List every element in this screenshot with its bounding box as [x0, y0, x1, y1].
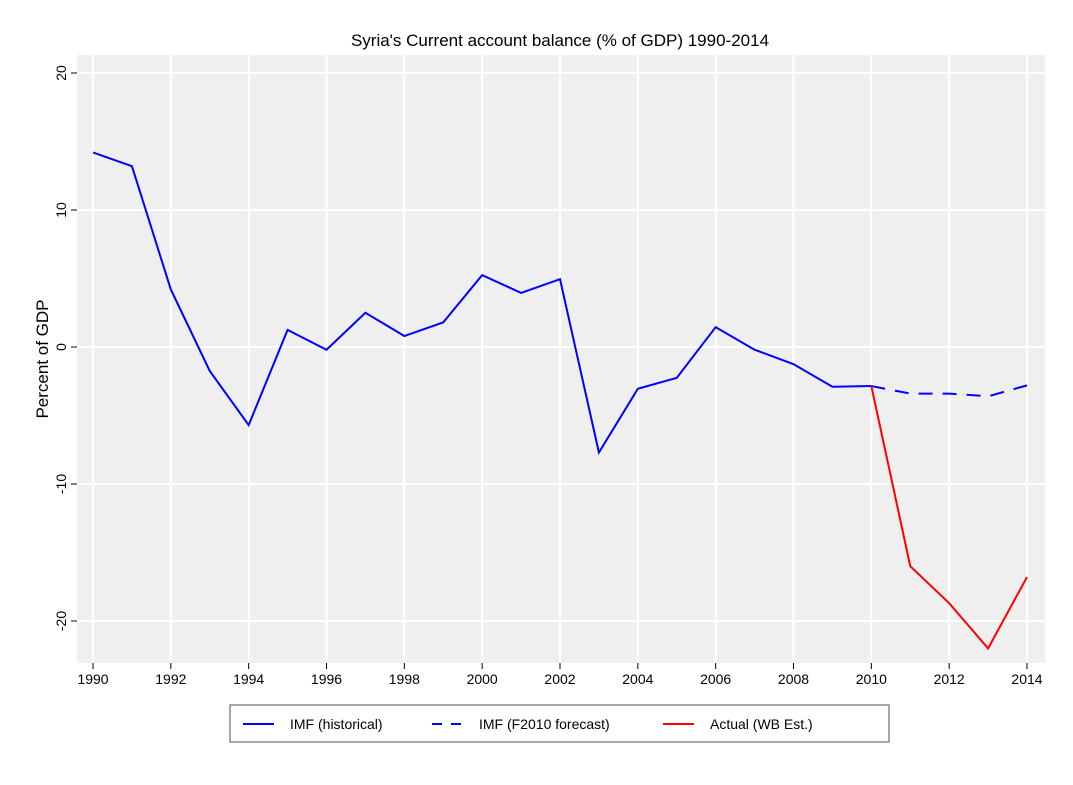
x-tick-label: 1998: [389, 671, 420, 687]
x-tick-label: 1994: [233, 671, 264, 687]
legend-label: IMF (historical): [290, 716, 383, 732]
legend-label: Actual (WB Est.): [710, 716, 813, 732]
y-tick-label: -20: [53, 611, 69, 631]
x-tick-label: 2014: [1011, 671, 1042, 687]
x-tick-label: 1996: [311, 671, 342, 687]
x-tick-label: 2006: [700, 671, 731, 687]
y-axis-label: Percent of GDP: [33, 299, 52, 418]
y-tick-label: 0: [53, 343, 69, 351]
y-tick-label: -10: [53, 474, 69, 494]
x-tick-label: 1992: [155, 671, 186, 687]
x-tick-label: 2000: [467, 671, 498, 687]
x-tick-label: 2004: [622, 671, 653, 687]
legend: IMF (historical) IMF (F2010 forecast) Actu…: [230, 705, 889, 742]
x-tick-label: 2002: [544, 671, 575, 687]
x-tick-label: 2012: [934, 671, 965, 687]
x-axis: 1990 1992 1994 1996 1998 2000 2002 2004 2006 2008…: [77, 663, 1042, 687]
chart-title: Syria's Current account balance (% of GD…: [351, 31, 769, 50]
x-tick-label: 1990: [77, 671, 108, 687]
legend-label: IMF (F2010 forecast): [479, 716, 610, 732]
y-tick-label: 10: [53, 202, 69, 218]
y-axis: 20 10 0 -10 -20: [53, 65, 77, 631]
x-tick-label: 2010: [856, 671, 887, 687]
x-tick-label: 2008: [778, 671, 809, 687]
y-tick-label: 20: [53, 65, 69, 81]
